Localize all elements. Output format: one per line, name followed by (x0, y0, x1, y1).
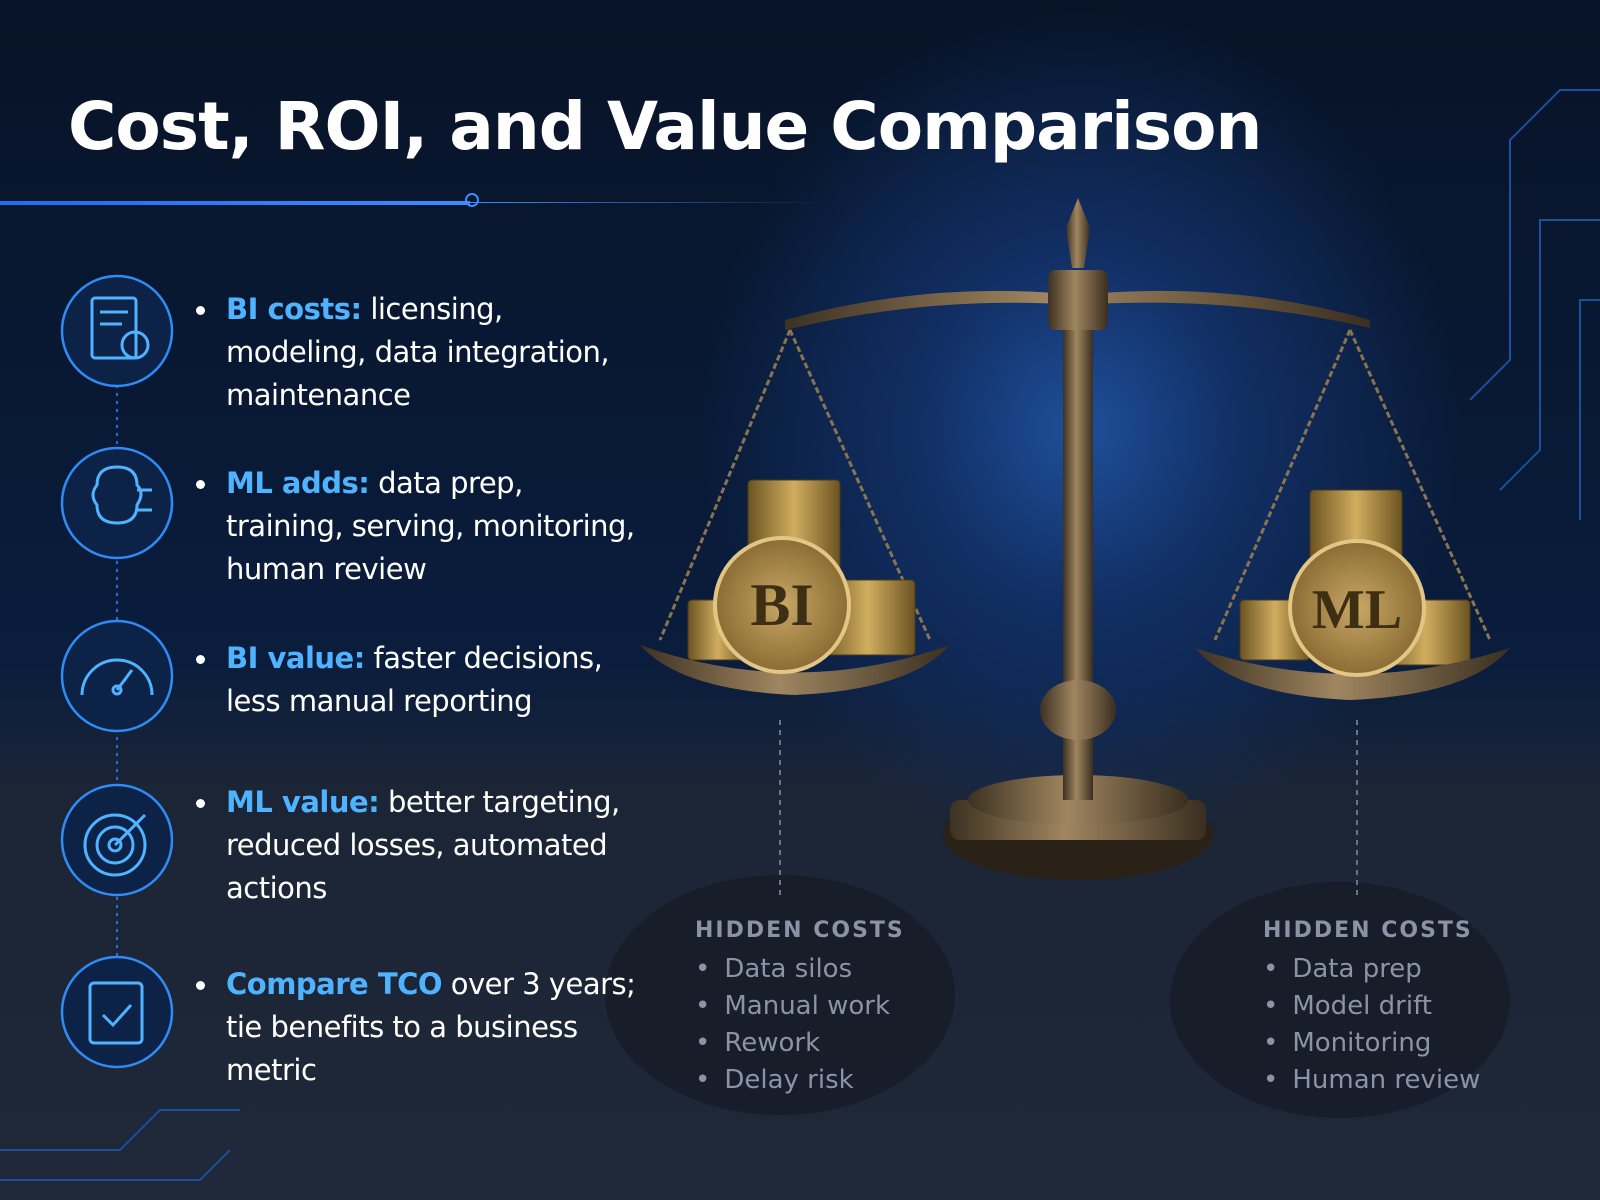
item-text: BI value: faster decisions, less manual … (226, 637, 636, 723)
item-lead: BI value: (226, 641, 365, 675)
bullet (196, 799, 205, 808)
item-detail: data prep, training, serving, monitoring… (226, 466, 635, 586)
item-lead: ML adds: (226, 466, 370, 500)
item-detail: better targeting, reduced losses, automa… (226, 785, 620, 905)
item-lead: ML value: (226, 785, 380, 819)
list-item: ML value: better targeting, reduced loss… (196, 781, 636, 910)
title: Cost, ROI, and Value Comparison (68, 88, 1262, 165)
rule-node (465, 193, 479, 207)
hidden-cost-item: Manual work (695, 988, 905, 1025)
item-lead: BI costs: (226, 292, 362, 326)
hidden-cost-title: HIDDEN COSTS (695, 918, 905, 943)
item-detail: faster decisions, less manual reporting (226, 641, 603, 718)
bullet (196, 306, 205, 315)
bullet (196, 981, 205, 990)
icon-rings (60, 274, 174, 1069)
title-rule (470, 202, 830, 203)
list-item: BI costs: licensing, modeling, data inte… (196, 288, 636, 417)
item-text: ML adds: data prep, training, serving, m… (226, 462, 636, 591)
list-item: ML adds: data prep, training, serving, m… (196, 462, 636, 591)
hidden-cost-group: HIDDEN COSTS Data prepModel driftMonitori… (1263, 918, 1480, 1099)
hidden-cost-item: Human review (1263, 1062, 1480, 1099)
list-item: Compare TCO over 3 years; tie benefits t… (196, 963, 636, 1092)
coin-label: ML (1312, 579, 1402, 641)
list-item: BI value: faster decisions, less manual … (196, 637, 636, 723)
icons (80, 296, 154, 1045)
item-text: BI costs: licensing, modeling, data inte… (226, 288, 636, 417)
item-detail: licensing, modeling, data integration, m… (226, 292, 610, 412)
item-text: Compare TCO over 3 years; tie benefits t… (226, 963, 636, 1092)
hidden-cost-group: HIDDEN COSTS Data silosManual workReworkD… (695, 918, 905, 1099)
hidden-cost-item: Data silos (695, 951, 905, 988)
hidden-cost-item: Data prep (1263, 951, 1480, 988)
scale (640, 198, 1510, 880)
coin-label: BI (750, 572, 813, 638)
bullet (196, 480, 205, 489)
item-lead: Compare TCO (226, 967, 443, 1001)
bullet (196, 655, 205, 664)
title-rule (0, 201, 470, 205)
hidden-cost-title: HIDDEN COSTS (1263, 918, 1473, 943)
hidden-cost-item: Rework (695, 1025, 905, 1062)
item-text: ML value: better targeting, reduced loss… (226, 781, 636, 910)
item-detail: over 3 years; tie benefits to a business… (226, 967, 636, 1087)
hidden-cost-item: Monitoring (1263, 1025, 1480, 1062)
circuit (0, 89, 1600, 1181)
hidden-cost-item: Delay risk (695, 1062, 905, 1099)
hidden-cost-item: Model drift (1263, 988, 1480, 1025)
